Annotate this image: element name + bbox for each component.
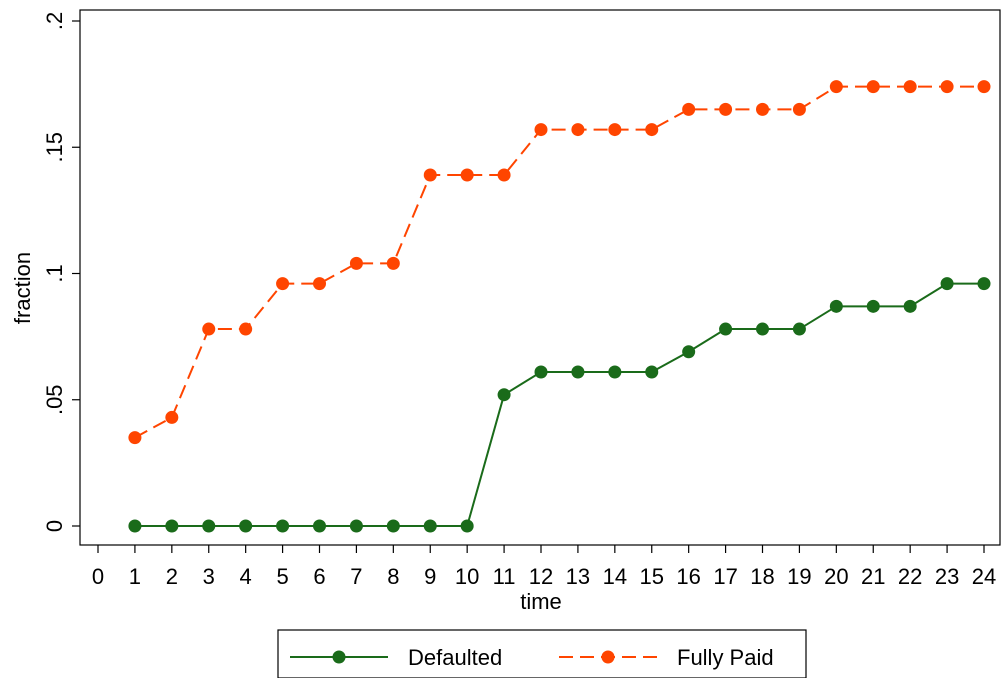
data-point-defaulted	[349, 519, 363, 533]
x-tick-label: 22	[898, 564, 922, 589]
data-point-fully-paid	[534, 123, 548, 137]
x-tick-label: 23	[935, 564, 959, 589]
x-axis: 0 1 2 3 4 5 6 7 8 9 10 11 12 13 14 15 16 17 18 19 20 21 22 23 24	[92, 545, 996, 589]
x-tick-label: 7	[350, 564, 362, 589]
x-tick-label: 15	[640, 564, 664, 589]
x-tick-label: 20	[824, 564, 848, 589]
legend-label: Defaulted	[408, 645, 502, 670]
legend: Defaulted Fully Paid	[277, 629, 807, 678]
x-tick-label: 5	[276, 564, 288, 589]
data-point-fully-paid	[460, 168, 474, 182]
data-point-fully-paid	[977, 80, 991, 94]
data-point-fully-paid	[423, 168, 437, 182]
y-tick-label: .2	[42, 12, 67, 30]
x-tick-label: 10	[455, 564, 479, 589]
x-tick-label: 8	[387, 564, 399, 589]
y-tick-label: .05	[42, 384, 67, 415]
data-point-fully-paid	[497, 168, 511, 182]
data-point-fully-paid	[239, 322, 253, 336]
data-point-defaulted	[792, 322, 806, 336]
x-tick-label: 3	[203, 564, 215, 589]
data-point-fully-paid	[940, 80, 954, 94]
y-axis: 0 .05 .1 .15 .2	[42, 12, 80, 532]
x-tick-label: 0	[92, 564, 104, 589]
data-point-fully-paid	[349, 256, 363, 270]
data-point-defaulted	[829, 299, 843, 313]
x-tick-label: 6	[313, 564, 325, 589]
data-point-defaulted	[645, 365, 659, 379]
data-point-defaulted	[276, 519, 290, 533]
legend-label: Fully Paid	[677, 645, 774, 670]
x-tick-label: 18	[750, 564, 774, 589]
data-point-fully-paid	[645, 123, 659, 137]
data-point-defaulted	[977, 277, 991, 291]
x-tick-label: 13	[566, 564, 590, 589]
x-axis-label: time	[520, 589, 562, 614]
data-point-defaulted	[940, 277, 954, 291]
data-point-defaulted	[866, 299, 880, 313]
data-point-defaulted	[571, 365, 585, 379]
x-tick-label: 14	[603, 564, 627, 589]
data-point-defaulted	[386, 519, 400, 533]
data-point-defaulted	[497, 388, 511, 402]
data-point-fully-paid	[682, 102, 696, 116]
data-point-defaulted	[756, 322, 769, 336]
y-tick-label: 0	[42, 520, 67, 532]
x-tick-label: 1	[129, 564, 141, 589]
data-point-defaulted	[903, 299, 917, 313]
x-tick-label: 24	[972, 564, 996, 589]
data-point-defaulted	[534, 365, 548, 379]
series-layer	[128, 80, 991, 533]
data-point-defaulted	[313, 519, 326, 533]
x-tick-label: 11	[493, 564, 516, 589]
x-tick-label: 17	[713, 564, 737, 589]
data-point-fully-paid	[903, 80, 917, 94]
data-point-fully-paid	[829, 80, 843, 94]
data-point-fully-paid	[608, 123, 622, 137]
plot-frame	[79, 9, 1001, 546]
data-point-fully-paid	[571, 123, 585, 137]
x-tick-label: 9	[424, 564, 436, 589]
x-tick-label: 2	[166, 564, 178, 589]
data-point-defaulted	[423, 519, 437, 533]
data-point-fully-paid	[165, 410, 179, 424]
x-tick-label: 4	[240, 564, 252, 589]
x-tick-label: 21	[861, 564, 885, 589]
data-point-defaulted	[608, 365, 622, 379]
x-tick-label: 19	[787, 564, 811, 589]
y-tick-label: .15	[42, 132, 67, 163]
data-point-fully-paid	[719, 102, 733, 116]
data-point-fully-paid	[313, 277, 326, 291]
data-point-defaulted	[719, 322, 733, 336]
data-point-defaulted	[682, 345, 696, 359]
y-axis-label: fraction	[10, 252, 35, 324]
data-point-defaulted	[165, 519, 179, 533]
data-point-fully-paid	[276, 277, 290, 291]
legend-marker	[601, 650, 615, 664]
data-point-fully-paid	[386, 256, 400, 270]
legend-box	[277, 629, 807, 678]
data-point-defaulted	[239, 519, 253, 533]
x-tick-label: 16	[676, 564, 700, 589]
data-point-defaulted	[460, 519, 474, 533]
legend-marker	[332, 650, 346, 664]
data-point-fully-paid	[128, 431, 142, 445]
data-point-fully-paid	[866, 80, 880, 94]
data-point-fully-paid	[756, 102, 769, 116]
data-point-defaulted	[202, 519, 216, 533]
data-point-defaulted	[128, 519, 142, 533]
y-tick-label: .1	[42, 264, 67, 282]
data-point-fully-paid	[792, 102, 806, 116]
x-tick-label: 12	[529, 564, 553, 589]
data-point-fully-paid	[202, 322, 216, 336]
